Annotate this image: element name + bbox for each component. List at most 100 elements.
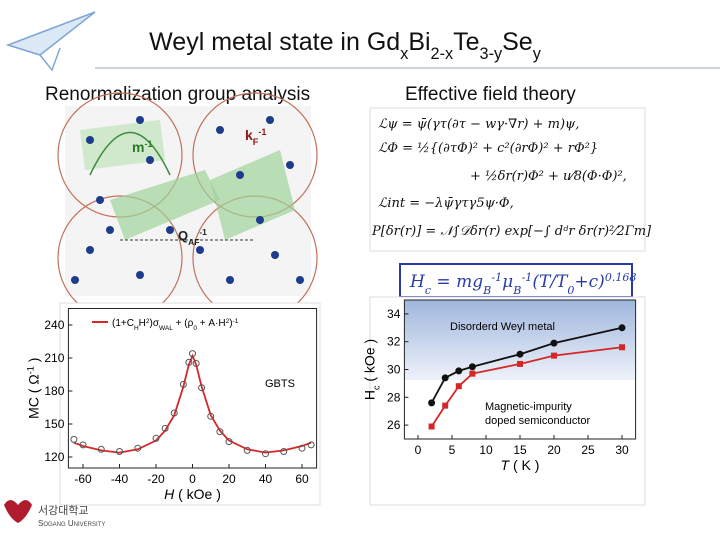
text-part: -1 [491,271,502,284]
x-tick-label: -40 [111,472,129,486]
left-heading: Renormalization group analysis [45,84,310,105]
y-axis-label: Hc ( kOe ) [361,339,381,400]
footer-korean: 서강대학교 [38,504,89,517]
text-part: -1 [258,127,266,137]
marker [179,380,187,388]
lattice-diagram [57,92,318,321]
text-part: x [400,45,408,63]
x-axis-label: H ( kOe ) [164,486,221,502]
text-part: Q [178,228,188,243]
annotation: GBTS [265,378,295,390]
shaded-region [405,300,635,380]
text-part: (T/T [532,272,569,292]
marker [192,360,200,367]
text-part: -1 [522,271,533,284]
text-part: H [134,325,139,332]
text-part: ) [229,318,232,329]
formula: Hc = mgB-1μB-1(T/T0+c)0.168 [409,271,636,297]
slide-title: Weyl metal state in GdxBi2-xTe3-ySey [149,28,542,63]
marker [307,441,315,449]
marker [455,383,462,390]
marker [428,423,435,430]
text-part: + A·H [197,318,226,329]
y-tick-label: 150 [44,417,64,431]
x-tick-label: 0 [189,472,196,486]
marker [441,374,449,382]
legend-label: (1+CHH2)σWAL + (ρ0 + A·H2)-1 [112,318,239,332]
diagram-label: m-1 [132,139,153,155]
x-tick-label: -60 [74,472,92,486]
text-part: H [361,390,377,400]
equation-line: + ½δr(r)Φ² + u⁄8(Φ·Φ)², [470,169,627,184]
marker [262,450,269,458]
text-part: H [164,486,175,502]
x-tick-label: 60 [295,472,309,486]
marker [469,370,476,377]
equations-panel [369,107,646,252]
marker [243,446,251,454]
x-tick-label: 40 [259,472,273,486]
marker [97,445,105,453]
text-part: MC ( Ω [25,374,41,419]
x-tick-label: 0 [415,443,422,457]
marker [550,339,558,347]
formula-box [399,263,633,298]
marker [225,438,233,446]
text-part: 2 [146,318,150,325]
text-part: 2-x [431,45,454,63]
text-part: -1 [144,139,152,149]
y-tick-label: 32 [387,335,401,349]
marker [189,350,196,358]
marker [152,434,160,442]
y-axis-label: MC ( Ω-1 ) [25,358,41,419]
text-part: ( kOe ) [174,486,221,502]
marker [517,360,523,367]
y-tick-label: 26 [387,418,401,432]
marker [619,344,625,351]
marker [516,350,524,358]
text-part: +c) [574,272,604,292]
marker [170,409,178,417]
text-part: B [482,284,491,297]
footer-english: Sogang University [38,519,105,528]
equation-line: ℒΦ = ½{(∂τΦ)² + c²(∂rΦ)² + rΦ²} [378,141,598,156]
marker [455,367,463,375]
y-tick-label: 28 [387,390,401,404]
x-tick-label: 30 [615,443,629,457]
marker [428,399,436,407]
annotation: Disorderd Weyl metal [450,321,555,333]
text-part: )σ [150,318,160,329]
text-part: y [533,45,542,63]
text-part: + (ρ [173,318,194,329]
text-part: Te [453,28,479,56]
x-tick-label: -20 [147,472,165,486]
text-part: 0 [567,284,574,297]
marker [134,444,142,452]
equations: ℒψ = ψ̄(γτ(∂τ − wγ·∇r) + m)ψ, ℒΦ = ½{(∂τΦ… [371,117,652,239]
text-part: H [409,272,426,292]
text-part: T [501,457,511,473]
marker [185,358,193,366]
right-heading: Effective field theory [405,84,576,105]
text-part: = mg [431,272,483,292]
marker [468,363,476,371]
text-part: c [371,385,381,390]
text-part: c [425,284,431,297]
marker [442,402,449,409]
marker [116,448,123,455]
marker [298,444,306,452]
diagram-label: QAF-1 [178,227,207,247]
text-part: -1 [233,318,239,325]
x-tick-label: 25 [581,443,595,457]
text-part: ) [25,358,41,367]
marker [280,448,288,455]
text-part: 0 [193,325,197,332]
text-part: Bi [408,28,430,56]
text-part: ( K ) [509,457,539,473]
marker [618,324,626,332]
y-tick-label: 240 [44,318,64,332]
text-part: 0.168 [605,271,637,284]
text-part: m [132,139,144,155]
diagram-label: kF-1 [245,127,266,147]
